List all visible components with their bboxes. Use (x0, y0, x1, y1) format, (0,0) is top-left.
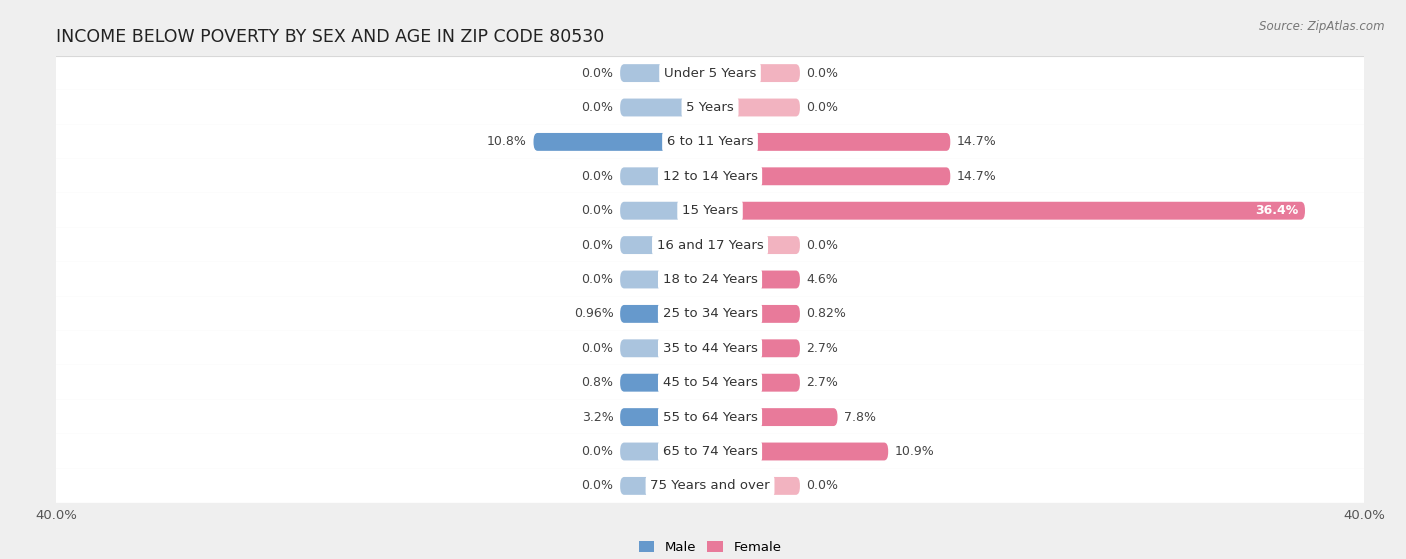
FancyBboxPatch shape (710, 202, 1305, 220)
FancyBboxPatch shape (710, 64, 800, 82)
FancyBboxPatch shape (710, 236, 800, 254)
Text: 0.0%: 0.0% (582, 480, 613, 492)
FancyBboxPatch shape (620, 408, 710, 426)
Text: 45 to 54 Years: 45 to 54 Years (662, 376, 758, 389)
FancyBboxPatch shape (710, 339, 800, 357)
Text: 0.0%: 0.0% (582, 170, 613, 183)
FancyBboxPatch shape (710, 271, 800, 288)
Text: 65 to 74 Years: 65 to 74 Years (662, 445, 758, 458)
Text: 0.0%: 0.0% (582, 67, 613, 79)
Text: 0.0%: 0.0% (582, 445, 613, 458)
FancyBboxPatch shape (620, 64, 710, 82)
FancyBboxPatch shape (710, 133, 950, 151)
Text: Source: ZipAtlas.com: Source: ZipAtlas.com (1260, 20, 1385, 32)
Text: 0.0%: 0.0% (807, 480, 838, 492)
FancyBboxPatch shape (710, 98, 800, 116)
Text: 0.0%: 0.0% (582, 204, 613, 217)
FancyBboxPatch shape (39, 56, 1381, 91)
Text: 2.7%: 2.7% (807, 342, 838, 355)
FancyBboxPatch shape (710, 408, 838, 426)
Text: 0.0%: 0.0% (807, 239, 838, 252)
Text: 0.8%: 0.8% (582, 376, 613, 389)
FancyBboxPatch shape (710, 374, 800, 392)
FancyBboxPatch shape (39, 366, 1381, 400)
Text: 36.4%: 36.4% (1256, 204, 1299, 217)
FancyBboxPatch shape (710, 305, 800, 323)
Text: 18 to 24 Years: 18 to 24 Years (662, 273, 758, 286)
Text: 0.0%: 0.0% (582, 239, 613, 252)
Text: 75 Years and over: 75 Years and over (650, 480, 770, 492)
Text: 25 to 34 Years: 25 to 34 Years (662, 307, 758, 320)
FancyBboxPatch shape (620, 271, 710, 288)
Text: 3.2%: 3.2% (582, 411, 613, 424)
FancyBboxPatch shape (710, 443, 889, 461)
Text: 55 to 64 Years: 55 to 64 Years (662, 411, 758, 424)
FancyBboxPatch shape (39, 331, 1381, 366)
FancyBboxPatch shape (39, 468, 1381, 503)
FancyBboxPatch shape (39, 91, 1381, 125)
Text: 7.8%: 7.8% (844, 411, 876, 424)
FancyBboxPatch shape (39, 159, 1381, 193)
FancyBboxPatch shape (39, 297, 1381, 331)
Text: 10.8%: 10.8% (486, 135, 527, 148)
FancyBboxPatch shape (39, 434, 1381, 468)
Text: 35 to 44 Years: 35 to 44 Years (662, 342, 758, 355)
FancyBboxPatch shape (533, 133, 710, 151)
Text: 0.0%: 0.0% (582, 342, 613, 355)
FancyBboxPatch shape (39, 228, 1381, 262)
Text: 0.0%: 0.0% (807, 67, 838, 79)
FancyBboxPatch shape (620, 339, 710, 357)
Text: 6 to 11 Years: 6 to 11 Years (666, 135, 754, 148)
Text: 16 and 17 Years: 16 and 17 Years (657, 239, 763, 252)
FancyBboxPatch shape (39, 125, 1381, 159)
FancyBboxPatch shape (39, 193, 1381, 228)
Text: 0.96%: 0.96% (574, 307, 613, 320)
Text: 0.0%: 0.0% (807, 101, 838, 114)
Text: 15 Years: 15 Years (682, 204, 738, 217)
FancyBboxPatch shape (620, 202, 710, 220)
FancyBboxPatch shape (620, 236, 710, 254)
FancyBboxPatch shape (620, 374, 710, 392)
FancyBboxPatch shape (710, 477, 800, 495)
Text: Under 5 Years: Under 5 Years (664, 67, 756, 79)
Text: 4.6%: 4.6% (807, 273, 838, 286)
Text: 0.0%: 0.0% (582, 101, 613, 114)
FancyBboxPatch shape (620, 477, 710, 495)
FancyBboxPatch shape (620, 167, 710, 185)
FancyBboxPatch shape (620, 98, 710, 116)
FancyBboxPatch shape (620, 305, 710, 323)
Text: 0.0%: 0.0% (582, 273, 613, 286)
Text: 0.82%: 0.82% (807, 307, 846, 320)
Text: 14.7%: 14.7% (957, 170, 997, 183)
Text: 2.7%: 2.7% (807, 376, 838, 389)
FancyBboxPatch shape (39, 262, 1381, 297)
FancyBboxPatch shape (39, 400, 1381, 434)
Text: 10.9%: 10.9% (894, 445, 935, 458)
Text: INCOME BELOW POVERTY BY SEX AND AGE IN ZIP CODE 80530: INCOME BELOW POVERTY BY SEX AND AGE IN Z… (56, 28, 605, 46)
Text: 12 to 14 Years: 12 to 14 Years (662, 170, 758, 183)
Text: 5 Years: 5 Years (686, 101, 734, 114)
Legend: Male, Female: Male, Female (633, 536, 787, 559)
Text: 14.7%: 14.7% (957, 135, 997, 148)
FancyBboxPatch shape (710, 167, 950, 185)
FancyBboxPatch shape (620, 443, 710, 461)
